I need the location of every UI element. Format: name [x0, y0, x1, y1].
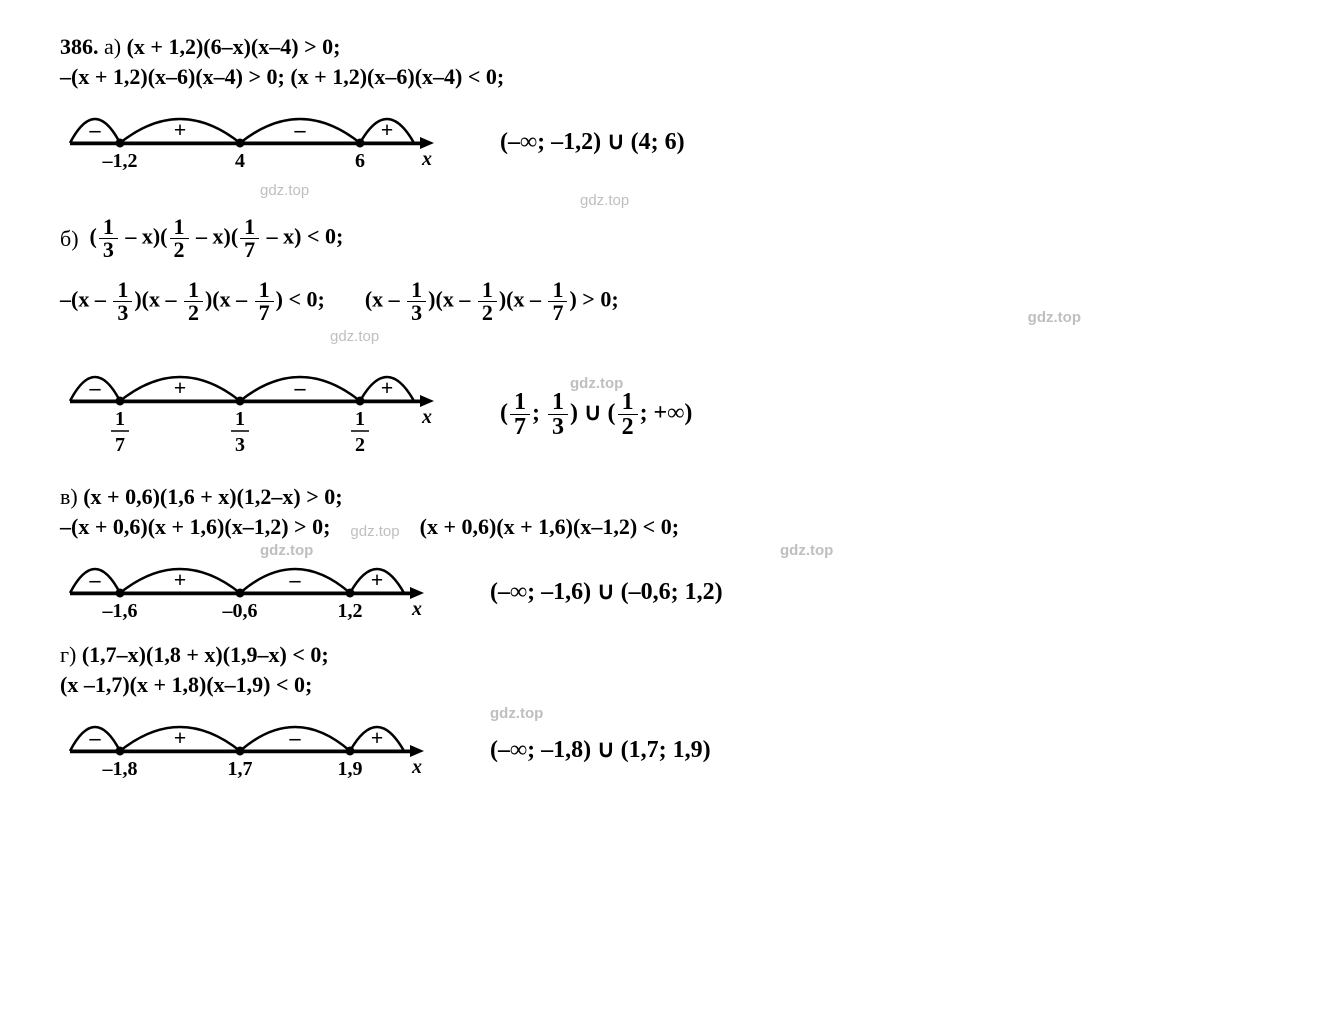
- svg-text:+: +: [174, 725, 187, 750]
- part-b-diagram: x – + – +1 7 1 3 1 2: [60, 356, 440, 472]
- part-b-label: б): [60, 226, 79, 252]
- part-b-expr1: (13 – x)(12 – x)(17 – x) < 0;: [90, 216, 344, 261]
- svg-text:–: –: [289, 725, 302, 750]
- part-c-expr2-left: –(x + 0,6)(x + 1,6)(x–1,2) > 0;: [60, 514, 330, 540]
- svg-text:4: 4: [235, 150, 245, 172]
- svg-text:6: 6: [355, 150, 365, 172]
- svg-text:–: –: [89, 375, 102, 400]
- watermark: gdz.top: [260, 182, 309, 199]
- part-d-label: г): [60, 642, 76, 668]
- part-b-line2: –(x – 13)(x – 12)(x – 17) < 0; (x – 13)(…: [60, 279, 1281, 324]
- part-b-row: x – + – +1 7 1 3 1 2 (17; 13) ∪ (12; +∞) gdz.top: [60, 356, 1281, 472]
- svg-text:–: –: [289, 567, 302, 592]
- part-c-diagram: x – + – + –1,6 –0,6 1,2: [60, 548, 430, 634]
- watermark: gdz.top: [780, 542, 833, 559]
- part-c-expr2-right: (x + 0,6)(x + 1,6)(x–1,2) < 0;: [420, 514, 679, 540]
- part-c-line1: в) (x + 0,6)(1,6 + x)(1,2–x) > 0;: [60, 484, 1281, 510]
- part-a-answer: (–∞; –1,2) ∪ (4; 6): [500, 127, 685, 156]
- part-b-line1: б) (13 – x)(12 – x)(17 – x) < 0;: [60, 216, 1281, 261]
- part-c-expr1: (x + 0,6)(1,6 + x)(1,2–x) > 0;: [83, 484, 342, 510]
- svg-text:x: x: [411, 756, 422, 778]
- svg-text:3: 3: [235, 434, 245, 456]
- watermark: gdz.top: [330, 328, 379, 345]
- watermark: gdz.top: [1028, 309, 1081, 326]
- svg-text:+: +: [174, 117, 187, 142]
- svg-text:x: x: [421, 148, 432, 170]
- svg-text:–0,6: –0,6: [222, 600, 258, 622]
- part-b-expr2-left: –(x – 13)(x – 12)(x – 17) < 0;: [60, 279, 325, 324]
- svg-text:x: x: [411, 598, 422, 620]
- svg-text:–: –: [294, 375, 307, 400]
- svg-text:1,7: 1,7: [228, 758, 253, 780]
- svg-text:+: +: [174, 375, 187, 400]
- svg-text:+: +: [371, 725, 384, 750]
- part-b-answer: (17; 13) ∪ (12; +∞) gdz.top: [500, 390, 692, 439]
- svg-text:+: +: [371, 567, 384, 592]
- part-a-line1: 386. а) (x + 1,2)(6–x)(x–4) > 0;: [60, 34, 1281, 60]
- part-a-line2: –(x + 1,2)(x–6)(x–4) > 0; (x + 1,2)(x–6)…: [60, 64, 1281, 90]
- svg-text:–: –: [89, 567, 102, 592]
- svg-text:x: x: [421, 406, 432, 428]
- part-d-expr1: (1,7–x)(1,8 + x)(1,9–x) < 0;: [82, 642, 329, 668]
- svg-text:–: –: [89, 725, 102, 750]
- part-c-label: в): [60, 484, 78, 510]
- part-a-row: x–+–+–1,246 (–∞; –1,2) ∪ (4; 6) gdz.top: [60, 98, 1281, 184]
- watermark: gdz.top: [570, 375, 623, 392]
- part-d-line1: г) (1,7–x)(1,8 + x)(1,9–x) < 0;: [60, 642, 1281, 668]
- part-b-expr2-right: (x – 13)(x – 12)(x – 17) > 0;: [365, 279, 619, 324]
- svg-text:–: –: [89, 117, 102, 142]
- svg-text:1: 1: [115, 408, 125, 430]
- svg-text:1,2: 1,2: [338, 600, 363, 622]
- part-a-label: а): [104, 34, 121, 60]
- part-a-diagram: x – + – + –1,2 4 6: [60, 98, 440, 184]
- watermark: gdz.top: [350, 523, 399, 540]
- part-d-line2: (x –1,7)(x + 1,8)(x–1,9) < 0;: [60, 672, 1281, 698]
- watermark: gdz.top: [490, 705, 543, 722]
- svg-text:2: 2: [355, 434, 365, 456]
- svg-text:–1,2: –1,2: [102, 150, 138, 172]
- part-c-row: x – + – + –1,6 –0,6 1,2 (–∞; –1,6) ∪ (–0,6; 1,2…: [60, 548, 1281, 634]
- svg-text:1: 1: [235, 408, 245, 430]
- svg-text:–1,6: –1,6: [102, 600, 138, 622]
- part-c-answer: (–∞; –1,6) ∪ (–0,6; 1,2): [490, 577, 723, 606]
- watermark: gdz.top: [580, 192, 629, 209]
- svg-text:+: +: [381, 375, 394, 400]
- svg-text:–1,8: –1,8: [102, 758, 138, 780]
- svg-text:1,9: 1,9: [338, 758, 363, 780]
- svg-text:7: 7: [115, 434, 125, 456]
- part-d-row: x – + – + –1,8 1,7 1,9 gdz.top (–∞; –1,8) ∪ (1,…: [60, 706, 1281, 792]
- svg-text:–: –: [294, 117, 307, 142]
- part-d-answer: gdz.top (–∞; –1,8) ∪ (1,7; 1,9): [490, 735, 711, 764]
- part-c-line2: –(x + 0,6)(x + 1,6)(x–1,2) > 0; gdz.top …: [60, 514, 1281, 540]
- svg-text:+: +: [381, 117, 394, 142]
- svg-text:1: 1: [355, 408, 365, 430]
- part-d-diagram: x – + – + –1,8 1,7 1,9: [60, 706, 430, 792]
- problem-number: 386.: [60, 34, 99, 60]
- part-a-expr1: (x + 1,2)(6–x)(x–4) > 0;: [127, 34, 341, 60]
- svg-text:+: +: [174, 567, 187, 592]
